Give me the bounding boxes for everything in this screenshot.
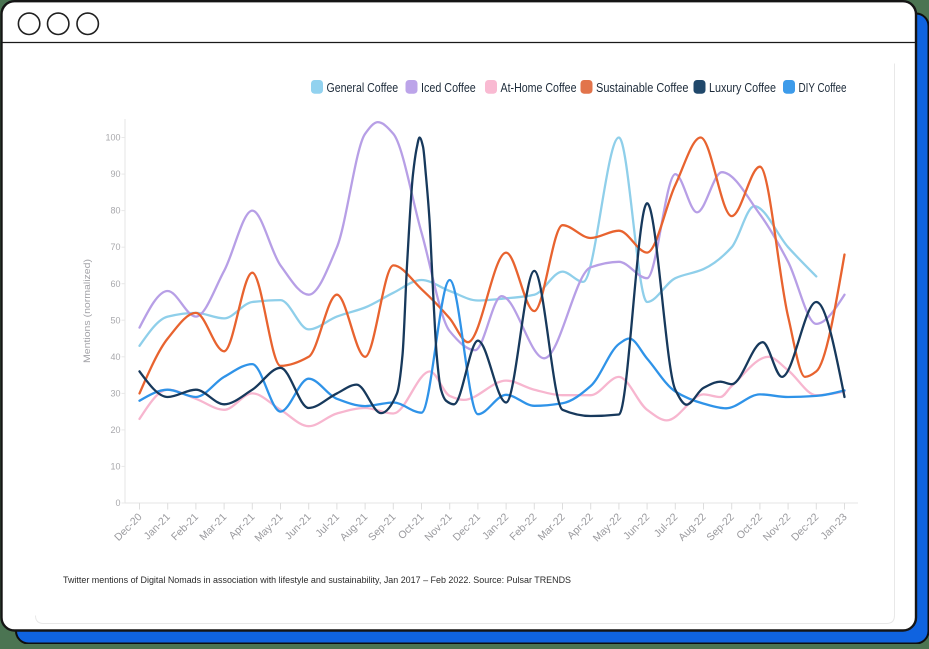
svg-text:70: 70 (110, 242, 120, 252)
svg-text:20: 20 (110, 425, 120, 435)
svg-text:Mentions (normalized): Mentions (normalized) (82, 259, 92, 363)
svg-text:At-Home Coffee: At-Home Coffee (501, 80, 577, 95)
svg-text:Sustainable Coffee: Sustainable Coffee (596, 80, 689, 95)
svg-text:50: 50 (110, 315, 120, 325)
svg-text:Twitter mentions of Digital No: Twitter mentions of Digital Nomads in as… (63, 575, 571, 585)
svg-text:Luxury Coffee: Luxury Coffee (709, 80, 776, 95)
svg-text:10: 10 (110, 462, 120, 472)
svg-text:80: 80 (110, 206, 120, 216)
svg-text:100: 100 (105, 133, 120, 143)
svg-text:General Coffee: General Coffee (327, 80, 399, 95)
svg-text:40: 40 (110, 352, 120, 362)
svg-text:0: 0 (115, 498, 120, 508)
svg-text:90: 90 (110, 169, 120, 179)
svg-text:30: 30 (110, 389, 120, 399)
svg-text:DIY Coffee: DIY Coffee (799, 80, 847, 95)
svg-text:60: 60 (110, 279, 120, 289)
svg-text:Iced Coffee: Iced Coffee (421, 80, 476, 95)
